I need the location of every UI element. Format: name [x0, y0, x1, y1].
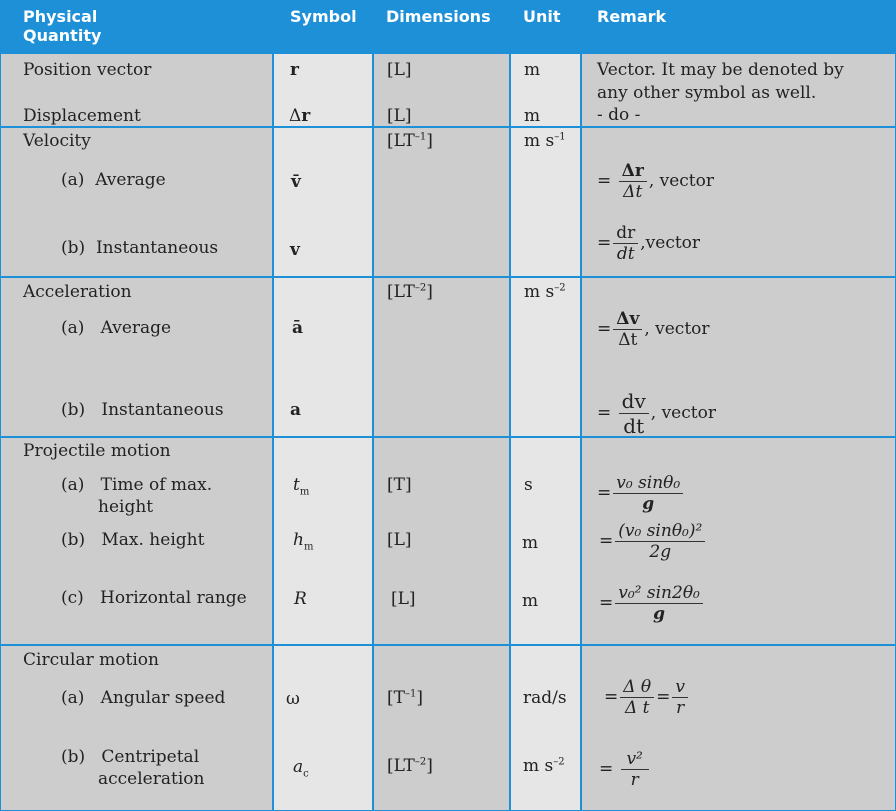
- cell-bg: [1, 646, 272, 810]
- cell-bg: [511, 278, 580, 436]
- header-unit: Unit: [523, 7, 561, 26]
- projectile-height-dimensions: [L]: [387, 530, 412, 550]
- projectile-time-label: (a) Time of max.: [61, 475, 213, 495]
- circular-angular-symbol: ω: [286, 689, 300, 709]
- position-dimensions: [L]: [387, 60, 412, 80]
- projectile-height-label: (b) Max. height: [61, 530, 205, 550]
- velocity-average-label: (a) Average: [61, 170, 166, 190]
- header-symbol: Symbol: [290, 7, 357, 26]
- cell-bg: [511, 646, 580, 810]
- cell-bg: [1, 438, 272, 644]
- velocity-instant-remark: = dr dt ,vector: [597, 223, 701, 264]
- displacement-dimensions: [L]: [387, 106, 412, 126]
- projectile-time-remark: = v₀ sinθ₀ g: [597, 473, 685, 514]
- cell-bg: [511, 128, 580, 276]
- circular-centripetal-dimensions: [LT–2]: [387, 756, 433, 776]
- projectile-time-label-line2: height: [98, 497, 154, 517]
- header-quantity-line2: Quantity: [23, 26, 102, 45]
- projectile-range-label: (c) Horizontal range: [61, 588, 247, 608]
- projectile-range-dimensions: [L]: [391, 589, 416, 609]
- position-remark-line1: Vector. It may be denoted by: [597, 60, 844, 80]
- acceleration-average-remark: = Δv Δt, vector: [597, 309, 710, 350]
- velocity-instant-label: (b) Instantaneous: [61, 238, 219, 258]
- circular-centripetal-label-line2: acceleration: [98, 769, 205, 789]
- position-symbol: r: [290, 60, 299, 80]
- cell-bg: [374, 438, 509, 644]
- acceleration-average-label: (a) Average: [61, 318, 172, 338]
- cell-bg: [1, 278, 272, 436]
- cell-bg: [274, 54, 372, 126]
- cell-bg: [582, 128, 895, 276]
- acceleration-dimensions: [LT–2]: [387, 282, 433, 302]
- displacement-unit: m: [524, 106, 541, 126]
- circular-angular-unit: rad/s: [523, 688, 567, 708]
- acceleration-unit: m s–2: [524, 282, 566, 302]
- header-physical-quantity: Physical Quantity: [23, 7, 101, 45]
- projectile-range-symbol: R: [294, 589, 307, 609]
- cell-bg: [374, 54, 509, 126]
- projectile-title: Projectile motion: [23, 441, 171, 461]
- circular-centripetal-symbol: ac: [293, 757, 309, 780]
- displacement-symbol: Δr: [289, 106, 311, 126]
- projectile-time-dimensions: [T]: [387, 475, 412, 495]
- cell-bg: [374, 646, 509, 810]
- velocity-dimensions: [LT–1]: [387, 131, 433, 151]
- projectile-range-unit: m: [522, 591, 539, 611]
- circular-centripetal-label: (b) Centripetal: [61, 747, 200, 767]
- circular-title: Circular motion: [23, 650, 159, 670]
- velocity-instant-symbol: v: [290, 240, 300, 260]
- velocity-average-symbol: v̄: [291, 172, 301, 192]
- header-dimensions: Dimensions: [386, 7, 491, 26]
- cell-bg: [1, 128, 272, 276]
- position-remark-line2: any other symbol as well.: [597, 83, 817, 103]
- cell-bg: [582, 54, 895, 126]
- projectile-time-symbol: tm: [293, 475, 310, 498]
- cell-bg: [374, 128, 509, 276]
- cell-bg: [511, 54, 580, 126]
- velocity-average-remark: = Δr Δt, vector: [597, 161, 714, 202]
- projectile-height-remark: = (v₀ sinθ₀)² 2g: [599, 521, 707, 562]
- projectile-height-symbol: hm: [293, 530, 314, 553]
- acceleration-instant-label: (b) Instantaneous: [61, 400, 224, 420]
- cell-bg: [511, 438, 580, 644]
- position-unit: m: [524, 60, 541, 80]
- acceleration-instant-remark: = dv dt, vector: [597, 389, 716, 438]
- projectile-height-unit: m: [522, 533, 539, 553]
- cell-bg: [1, 54, 272, 126]
- cell-bg: [274, 438, 372, 644]
- circular-angular-dimensions: [T–1]: [387, 688, 423, 708]
- position-vector-label: Position vector: [23, 60, 152, 80]
- acceleration-instant-symbol: a: [290, 400, 302, 420]
- displacement-label: Displacement: [23, 106, 141, 126]
- cell-bg: [274, 128, 372, 276]
- velocity-unit: m s–1: [524, 131, 566, 151]
- circular-centripetal-remark: = v² r: [599, 749, 651, 790]
- circular-centripetal-unit: m s–2: [523, 756, 565, 776]
- header-quantity-line1: Physical: [23, 7, 98, 26]
- circular-angular-label: (a) Angular speed: [61, 688, 226, 708]
- projectile-range-remark: = v₀² sin2θ₀ g: [599, 583, 705, 624]
- velocity-title: Velocity: [23, 131, 91, 151]
- projectile-time-unit: s: [524, 475, 533, 495]
- cell-bg: [374, 278, 509, 436]
- acceleration-average-symbol: ā: [292, 318, 304, 338]
- displacement-remark: - do -: [597, 105, 641, 125]
- cell-bg: [274, 278, 372, 436]
- cell-bg: [582, 646, 895, 810]
- acceleration-title: Acceleration: [23, 282, 132, 302]
- cell-bg: [582, 278, 895, 436]
- header-remark: Remark: [597, 7, 667, 26]
- cell-bg: [274, 646, 372, 810]
